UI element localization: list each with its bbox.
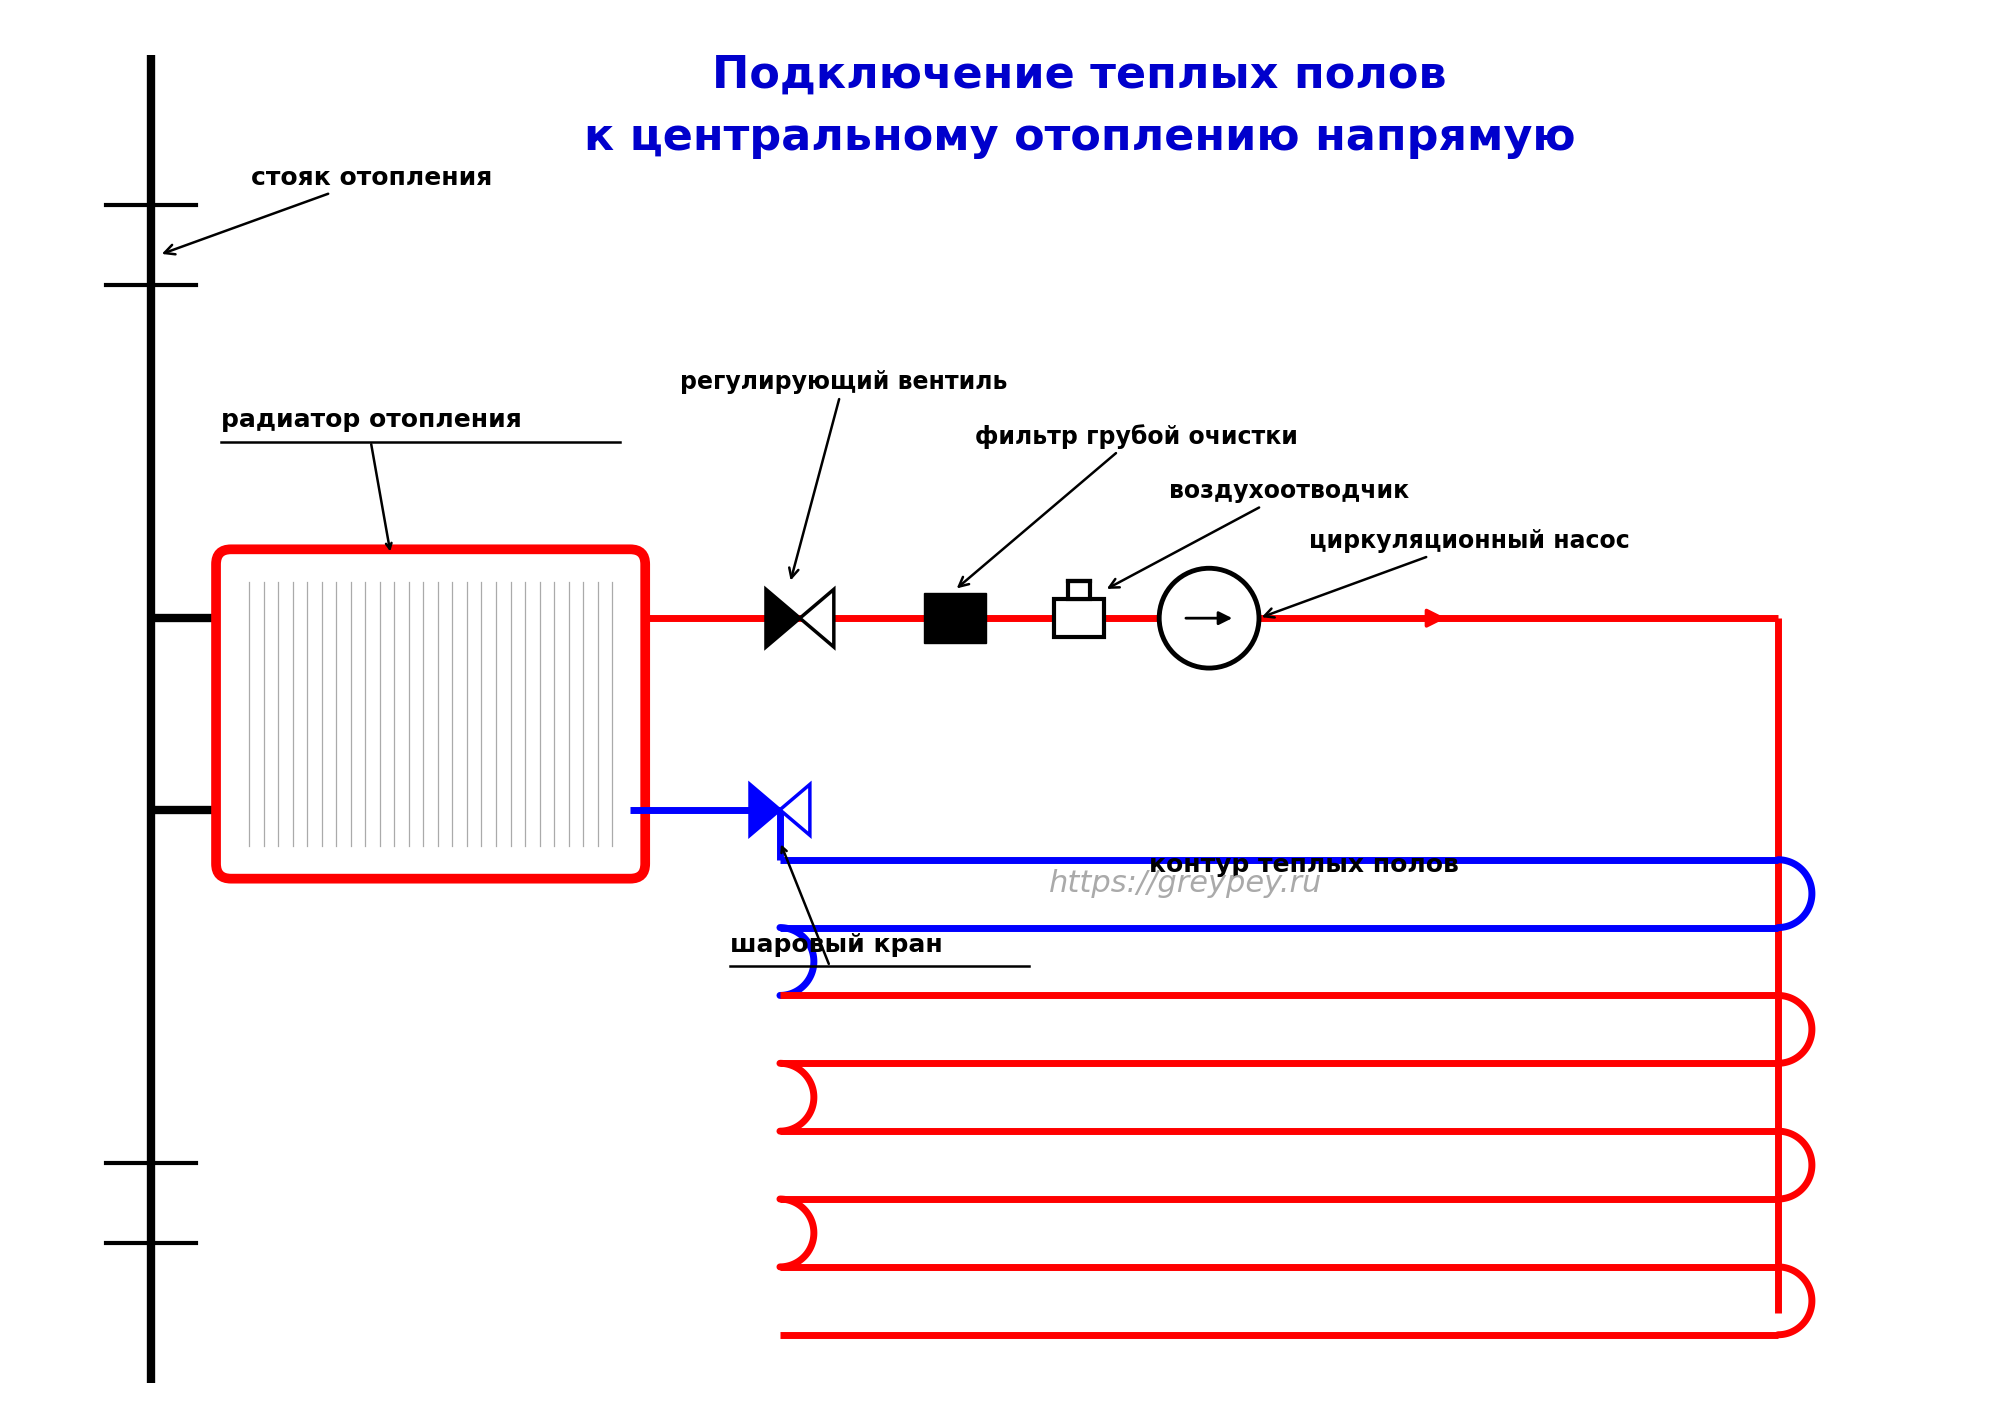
Polygon shape bbox=[765, 590, 799, 648]
Text: регулирующий вентиль: регулирующий вентиль bbox=[679, 369, 1007, 578]
Bar bbox=[1067, 581, 1089, 600]
Text: контур теплых полов: контур теплых полов bbox=[1149, 853, 1459, 877]
FancyBboxPatch shape bbox=[216, 549, 645, 878]
Polygon shape bbox=[749, 785, 779, 836]
Text: стояк отопления: стояк отопления bbox=[164, 165, 492, 255]
Polygon shape bbox=[799, 590, 833, 648]
Polygon shape bbox=[779, 785, 809, 836]
Bar bbox=[1053, 600, 1103, 638]
Text: Подключение теплых полов: Подключение теплых полов bbox=[711, 54, 1447, 96]
Text: циркуляционный насос: циркуляционный насос bbox=[1263, 529, 1628, 618]
Text: шаровый кран: шаровый кран bbox=[729, 932, 943, 956]
Circle shape bbox=[1159, 568, 1259, 667]
Text: воздухоотводчик: воздухоотводчик bbox=[1109, 479, 1409, 588]
Bar bbox=[923, 594, 985, 643]
Text: радиатор отопления: радиатор отопления bbox=[222, 407, 521, 431]
Text: https://greypey.ru: https://greypey.ru bbox=[1049, 870, 1323, 898]
Text: фильтр грубой очистки: фильтр грубой очистки bbox=[959, 424, 1297, 587]
Text: к центральному отоплению напрямую: к центральному отоплению напрямую bbox=[583, 116, 1574, 158]
